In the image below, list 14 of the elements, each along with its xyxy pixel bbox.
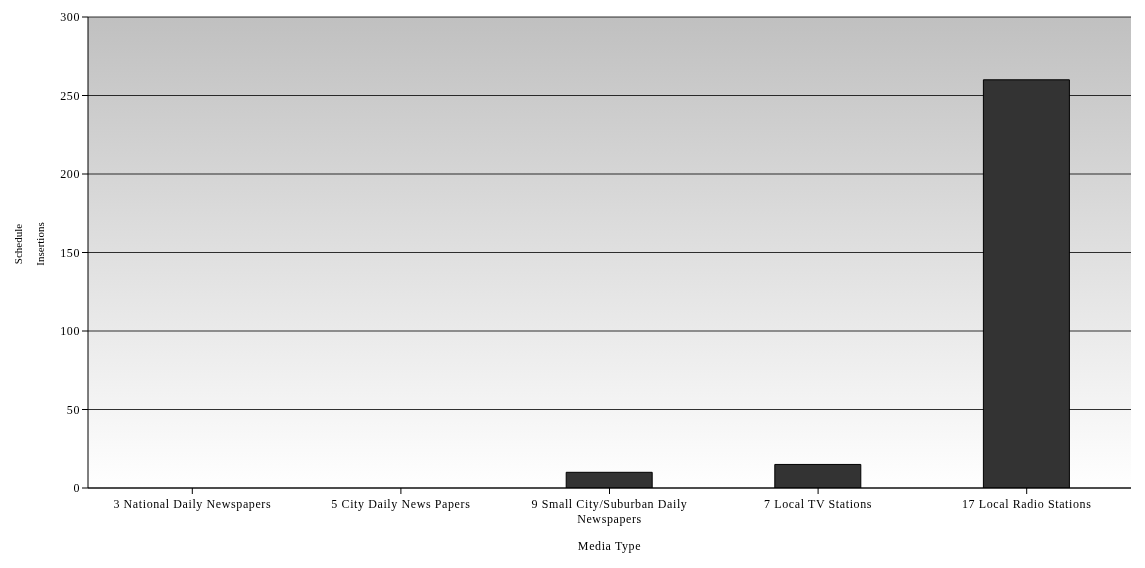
x-tick-label: 5 City Daily News Papers bbox=[331, 497, 471, 511]
x-tick-label: 17 Local Radio Stations bbox=[961, 497, 1092, 511]
y-tick-label: 300 bbox=[60, 10, 80, 25]
x-axis-title: Media Type bbox=[577, 539, 642, 553]
y-tick-label: 100 bbox=[60, 324, 80, 339]
y-tick-label: 0 bbox=[73, 481, 80, 496]
x-tick-label: 7 Local TV Stations bbox=[764, 497, 873, 511]
y-tick-label: 200 bbox=[60, 167, 80, 182]
y-tick-label: 50 bbox=[66, 402, 80, 417]
x-tick-label: 9 Small City/Suburban Daily Newspapers bbox=[531, 497, 688, 526]
x-tick-label: 3 National Daily Newspapers bbox=[113, 497, 272, 511]
y-tick-label: 150 bbox=[60, 245, 80, 260]
y-tick-label: 250 bbox=[60, 88, 80, 103]
y-axis-title: Schedule Insertions bbox=[12, 222, 46, 266]
